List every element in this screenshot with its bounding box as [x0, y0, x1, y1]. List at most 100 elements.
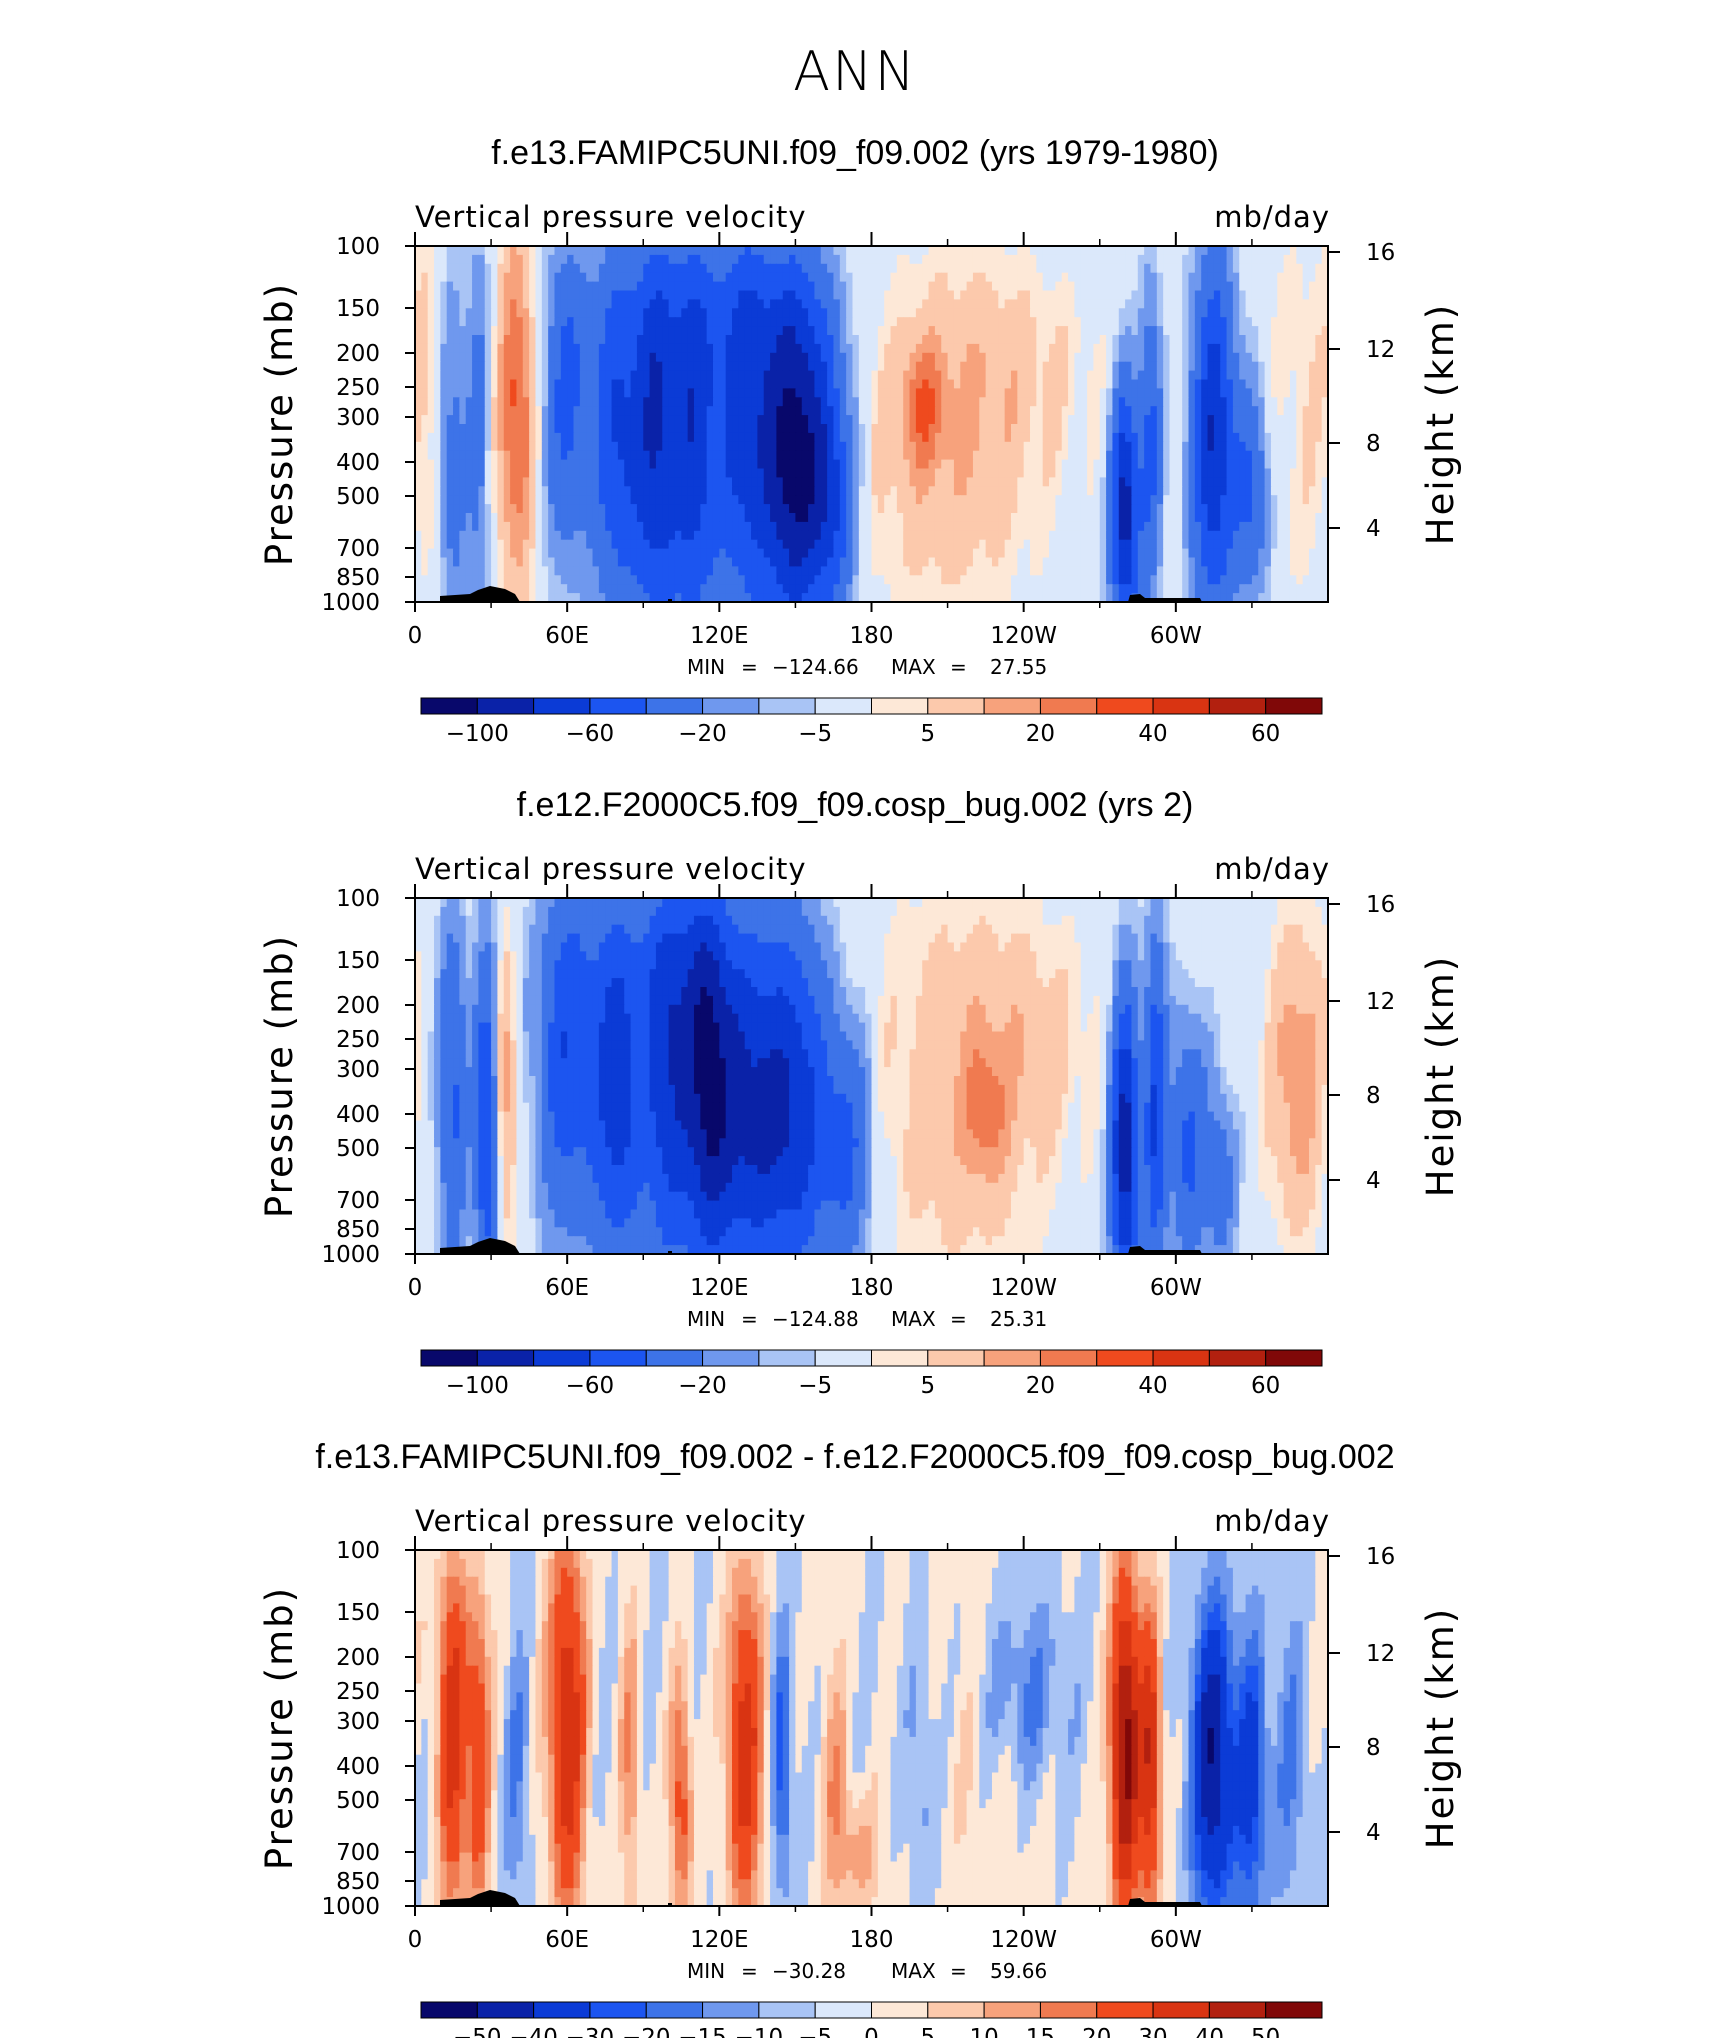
heatmap-cell — [472, 281, 479, 292]
heatmap-cell — [1251, 308, 1259, 318]
heatmap-cell — [1169, 246, 1177, 256]
heatmap-cell — [655, 548, 663, 559]
heatmap-cell — [1258, 424, 1266, 434]
heatmap-cell — [890, 406, 898, 416]
heatmap-cell — [852, 459, 860, 470]
heatmap-cell — [1156, 299, 1164, 309]
heatmap-cell — [605, 424, 613, 434]
heatmap-cell — [960, 486, 968, 496]
heatmap-cell — [972, 504, 980, 514]
heatmap-cell — [903, 317, 911, 327]
heatmap-cell — [567, 459, 575, 470]
heatmap-cell — [491, 513, 499, 523]
heatmap-cell — [1232, 539, 1240, 550]
heatmap-cell — [833, 397, 841, 407]
heatmap-cell — [630, 495, 638, 505]
heatmap-cell — [858, 406, 866, 416]
heatmap-cell — [1175, 308, 1183, 318]
heatmap-cell — [706, 361, 714, 372]
heatmap-cell — [738, 486, 746, 496]
heatmap-cell — [535, 370, 543, 381]
heatmap-cell — [1017, 254, 1025, 265]
heatmap-cell — [554, 281, 562, 292]
heatmap-cell — [915, 459, 923, 470]
heatmap-cell — [979, 521, 987, 532]
heatmap-cell — [700, 477, 708, 487]
heatmap-cell — [972, 290, 980, 300]
heatmap-cell — [415, 415, 422, 425]
heatmap-cell — [1258, 379, 1266, 389]
heatmap-cell — [522, 415, 530, 425]
heatmap-cell — [1321, 335, 1329, 345]
heatmap-cell — [1112, 406, 1120, 416]
heatmap-cell — [877, 290, 885, 300]
heatmap-cell — [459, 352, 467, 363]
heatmap-cell — [833, 326, 841, 336]
heatmap-cell — [421, 317, 429, 327]
heatmap-cell — [510, 388, 518, 398]
heatmap-cell — [1289, 379, 1297, 389]
heatmap-cell — [877, 486, 885, 496]
heatmap-cell — [839, 246, 847, 256]
heatmap-cell — [1010, 343, 1018, 354]
heatmap-cell — [1068, 424, 1075, 434]
heatmap-cell — [1169, 406, 1177, 416]
heatmap-cell — [453, 468, 460, 478]
heatmap-cell — [1213, 477, 1221, 487]
heatmap-cell — [966, 343, 974, 354]
heatmap-cell — [484, 441, 492, 452]
heatmap-cell — [998, 352, 1006, 363]
heatmap-cell — [1106, 290, 1114, 300]
heatmap-cell — [1226, 441, 1234, 452]
heatmap-cell — [586, 424, 594, 434]
heatmap-cell — [915, 352, 923, 363]
heatmap-cell — [941, 379, 949, 389]
heatmap-cell — [1283, 486, 1291, 496]
heatmap-cell — [795, 272, 803, 283]
heatmap-cell — [1239, 370, 1247, 381]
heatmap-cell — [624, 263, 632, 274]
heatmap-cell — [1201, 370, 1209, 381]
heatmap-cell — [979, 379, 987, 389]
heatmap-cell — [972, 539, 980, 550]
heatmap-cell — [453, 424, 460, 434]
heatmap-cell — [611, 548, 619, 559]
heatmap-cell — [1283, 432, 1291, 443]
heatmap-cell — [827, 521, 835, 532]
heatmap-cell — [979, 343, 987, 354]
heatmap-cell — [712, 397, 720, 407]
heatmap-cell — [814, 335, 822, 345]
heatmap-cell — [434, 450, 441, 461]
heatmap-cell — [1277, 397, 1285, 407]
heatmap-cell — [522, 281, 530, 292]
heatmap-cell — [573, 495, 581, 505]
heatmap-cell — [751, 335, 758, 345]
heatmap-cell — [1169, 530, 1177, 541]
heatmap-cell — [744, 361, 752, 372]
heatmap-cell — [554, 486, 562, 496]
heatmap-cell — [535, 504, 543, 514]
heatmap-cell — [586, 406, 594, 416]
heatmap-cell — [662, 308, 670, 318]
heatmap-cell — [592, 290, 600, 300]
heatmap-cell — [484, 379, 492, 389]
heatmap-cell — [636, 477, 644, 487]
heatmap-cell — [922, 539, 930, 550]
heatmap-cell — [827, 308, 835, 318]
heatmap-cell — [434, 254, 441, 265]
heatmap-cell — [484, 397, 492, 407]
heatmap-cell — [503, 513, 511, 523]
heatmap-cell — [541, 370, 549, 381]
heatmap-cell — [1258, 361, 1266, 372]
heatmap-cell — [624, 335, 632, 345]
heatmap-cell — [567, 539, 575, 550]
heatmap-cell — [1163, 459, 1171, 470]
heatmap-cell — [1296, 299, 1304, 309]
heatmap-cell — [991, 548, 999, 559]
heatmap-cell — [624, 530, 632, 541]
heatmap-cell — [681, 370, 689, 381]
heatmap-cell — [1232, 326, 1240, 336]
heatmap-cell — [1315, 335, 1323, 345]
heatmap-cell — [662, 406, 670, 416]
heatmap-cell — [1226, 432, 1234, 443]
